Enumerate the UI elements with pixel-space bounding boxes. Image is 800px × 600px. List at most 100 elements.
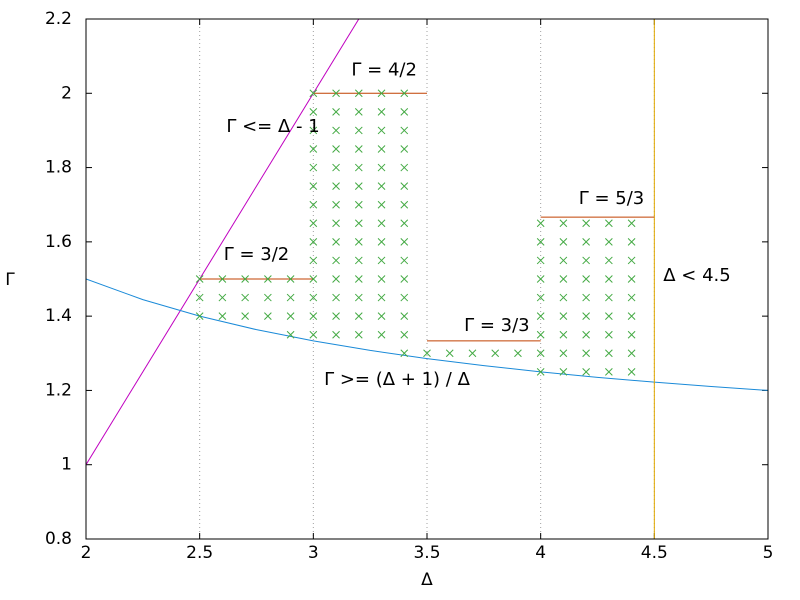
series-label: Γ <= Δ - 1 <box>226 116 319 137</box>
y-tick-label: 2 <box>61 83 72 103</box>
point <box>559 293 568 302</box>
x-tick-label: 3 <box>308 543 319 563</box>
point <box>377 312 386 320</box>
series-label: Γ >= (Δ + 1) / Δ <box>324 369 470 390</box>
point <box>332 163 340 172</box>
plot-area <box>86 19 768 539</box>
point <box>400 89 409 98</box>
point <box>332 312 340 320</box>
point <box>400 108 409 116</box>
x-tick-label: 2.5 <box>186 543 213 563</box>
point <box>582 330 590 339</box>
y-tick-label: 1.4 <box>45 306 72 326</box>
point <box>514 349 522 358</box>
x-tick-label: 5 <box>763 543 774 563</box>
point <box>218 293 227 302</box>
point <box>286 275 295 283</box>
point <box>354 182 363 190</box>
point <box>605 349 613 358</box>
point <box>559 256 568 265</box>
point <box>400 256 409 265</box>
point <box>309 256 318 265</box>
point <box>582 293 590 302</box>
point <box>627 275 636 283</box>
point <box>605 275 613 283</box>
point <box>582 275 590 283</box>
point <box>309 108 318 116</box>
point <box>559 330 568 339</box>
point <box>354 275 363 283</box>
point <box>605 330 613 339</box>
point <box>332 108 340 116</box>
point <box>354 163 363 172</box>
point <box>377 238 386 246</box>
series-label: Γ = 4/2 <box>351 59 417 80</box>
point <box>400 145 409 153</box>
x-tick-label: 2 <box>81 543 92 563</box>
series-label: Δ < 4.5 <box>663 265 730 286</box>
point <box>627 330 636 339</box>
point <box>309 219 318 228</box>
x-tick-label: 4.5 <box>641 543 668 563</box>
point <box>400 330 409 339</box>
y-tick-label: 0.8 <box>45 529 72 549</box>
point <box>582 349 590 358</box>
plot-border <box>85 18 769 540</box>
point <box>605 312 613 320</box>
point <box>559 238 568 246</box>
y-tick-label: 1.8 <box>45 158 72 178</box>
point <box>241 275 249 283</box>
point <box>332 219 340 228</box>
point <box>332 126 340 135</box>
point <box>332 145 340 153</box>
point <box>332 89 340 98</box>
point <box>400 163 409 172</box>
point <box>559 368 568 376</box>
point <box>627 219 636 228</box>
point <box>218 275 227 283</box>
point <box>582 256 590 265</box>
point <box>536 238 545 246</box>
point <box>309 238 318 246</box>
point <box>354 89 363 98</box>
y-axis-label: Γ <box>5 270 15 290</box>
y-tick-label: 1.2 <box>45 380 72 400</box>
point <box>400 238 409 246</box>
point <box>377 126 386 135</box>
point <box>559 349 568 358</box>
point <box>309 312 318 320</box>
point <box>377 293 386 302</box>
x-tick-label: 3.5 <box>413 543 440 563</box>
point <box>218 312 227 320</box>
point <box>286 312 295 320</box>
point <box>332 238 340 246</box>
point <box>286 330 295 339</box>
point <box>559 219 568 228</box>
point <box>536 349 545 358</box>
point <box>377 330 386 339</box>
y-tick-label: 1.6 <box>45 232 72 252</box>
point <box>400 182 409 190</box>
point <box>605 368 613 376</box>
line <box>86 19 360 465</box>
point <box>241 312 249 320</box>
point <box>377 163 386 172</box>
point <box>536 293 545 302</box>
point <box>605 256 613 265</box>
point <box>445 349 454 358</box>
point <box>423 349 431 358</box>
point <box>377 219 386 228</box>
point <box>605 293 613 302</box>
point <box>627 238 636 246</box>
point <box>559 312 568 320</box>
point <box>377 275 386 283</box>
point <box>354 330 363 339</box>
point <box>582 368 590 376</box>
series-label: Γ = 3/3 <box>464 315 530 336</box>
point <box>377 182 386 190</box>
point <box>400 275 409 283</box>
point <box>536 256 545 265</box>
point <box>377 89 386 98</box>
point <box>264 275 272 283</box>
